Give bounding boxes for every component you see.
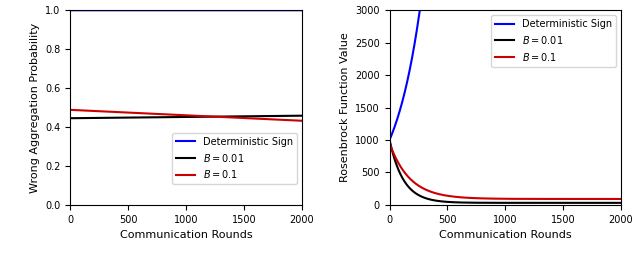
Legend: Deterministic Sign, $B = 0.01$, $B = 0.1$: Deterministic Sign, $B = 0.01$, $B = 0.1… — [491, 15, 616, 67]
X-axis label: Communication Rounds: Communication Rounds — [439, 230, 572, 240]
X-axis label: Communication Rounds: Communication Rounds — [120, 230, 252, 240]
Y-axis label: Rosenbrock Function Value: Rosenbrock Function Value — [339, 33, 349, 182]
Y-axis label: Wrong Aggregation Probability: Wrong Aggregation Probability — [29, 22, 40, 193]
Legend: Deterministic Sign, $B = 0.01$, $B = 0.1$: Deterministic Sign, $B = 0.01$, $B = 0.1… — [172, 133, 297, 184]
